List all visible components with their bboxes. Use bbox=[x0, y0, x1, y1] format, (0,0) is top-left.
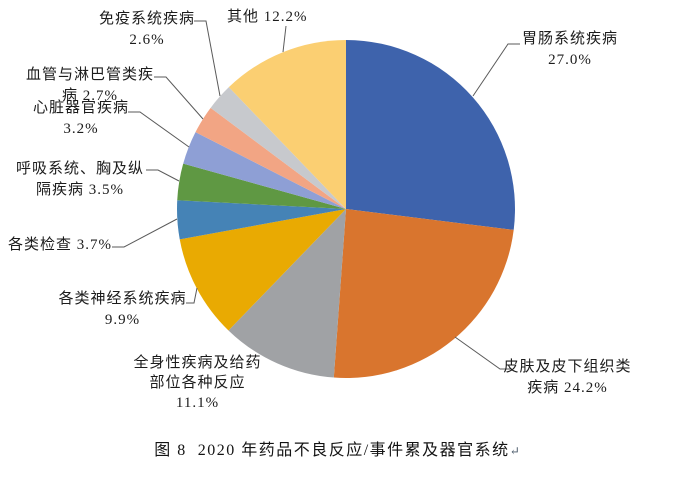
label-line: 各类检查 3.7% bbox=[8, 237, 112, 253]
label-value: 隔疾病 3.5% bbox=[36, 182, 124, 198]
pie-label-gastrointestinal: 胃肠系统疾病 27.0% bbox=[505, 29, 635, 71]
pie-slice-other bbox=[228, 40, 346, 209]
leader-line-gastrointestinal bbox=[472, 43, 520, 97]
pie-slice-respiratory-thoracic bbox=[177, 163, 346, 209]
leader-line-cardiac bbox=[128, 111, 190, 148]
label-value: 27.0% bbox=[548, 52, 592, 68]
pie-label-investigations: 各类检查 3.7% bbox=[8, 235, 120, 256]
pie-label-other: 其他 12.2% bbox=[227, 7, 319, 28]
pie-slice-nervous-system bbox=[179, 209, 346, 331]
label-line: 胃肠系统疾病 bbox=[521, 31, 618, 47]
pie-label-skin-subcutaneous: 皮肤及皮下组织类 疾病 24.2% bbox=[500, 357, 635, 399]
pie-label-nervous-system: 各类神经系统疾病 9.9% bbox=[55, 289, 190, 331]
label-line: 部位各种反应 bbox=[149, 375, 246, 391]
label-line: 免疫系统疾病 bbox=[98, 11, 195, 27]
leader-line-immune bbox=[194, 20, 221, 97]
label-value: 2.6% bbox=[129, 32, 165, 48]
label-value: 疾病 24.2% bbox=[527, 380, 608, 396]
pie-slice-cardiac bbox=[183, 132, 346, 209]
label-line: 呼吸系统、胸及纵 bbox=[15, 161, 144, 177]
pie-slice-vascular-lymphatic bbox=[195, 107, 346, 209]
pie-label-respiratory-thoracic: 呼吸系统、胸及纵 隔疾病 3.5% bbox=[14, 159, 146, 201]
label-line: 心脏器官疾病 bbox=[32, 100, 129, 116]
pie-label-vascular-lymphatic: 血管与淋巴管类疾 病 2.7% bbox=[24, 65, 156, 107]
label-line: 其他 12.2% bbox=[227, 9, 308, 25]
pie-slice-gastrointestinal bbox=[346, 40, 515, 230]
caption-text: 图 8 2020 年药品不良反应/事件累及器官系统 bbox=[154, 442, 510, 459]
pie-label-cardiac: 心脏器官疾病 3.2% bbox=[26, 98, 136, 140]
pie-slice-investigations bbox=[177, 200, 346, 240]
label-line: 全身性疾病及给药 bbox=[133, 355, 262, 371]
pie-slice-skin-subcutaneous bbox=[333, 209, 514, 379]
figure-caption: 图 8 2020 年药品不良反应/事件累及器官系统↵ bbox=[0, 436, 674, 460]
leader-line-nervous-system bbox=[186, 287, 198, 304]
pie-label-general-admin-site: 全身性疾病及给药 部位各种反应 11.1% bbox=[130, 353, 265, 413]
pie-slice-general-admin-site bbox=[228, 209, 346, 378]
label-value: 9.9% bbox=[104, 312, 141, 328]
label-value: 病 2.7% bbox=[62, 88, 118, 104]
pie-slice-immune bbox=[210, 87, 346, 209]
leader-line-respiratory-thoracic bbox=[146, 169, 180, 182]
label-line: 皮肤及皮下组织类 bbox=[503, 359, 632, 375]
label-value: 11.1% bbox=[175, 395, 220, 411]
label-line: 各类神经系统疾病 bbox=[58, 291, 187, 307]
leader-line-skin-subcutaneous bbox=[454, 336, 512, 370]
leader-line-vascular-lymphatic bbox=[154, 76, 204, 120]
paragraph-return-mark: ↵ bbox=[509, 444, 520, 458]
leader-line-other bbox=[282, 25, 287, 53]
label-value: 3.2% bbox=[63, 121, 99, 137]
leader-line-investigations bbox=[112, 218, 178, 248]
pie-label-immune: 免疫系统疾病 2.6% bbox=[92, 9, 202, 51]
label-line: 血管与淋巴管类疾 bbox=[25, 67, 154, 83]
